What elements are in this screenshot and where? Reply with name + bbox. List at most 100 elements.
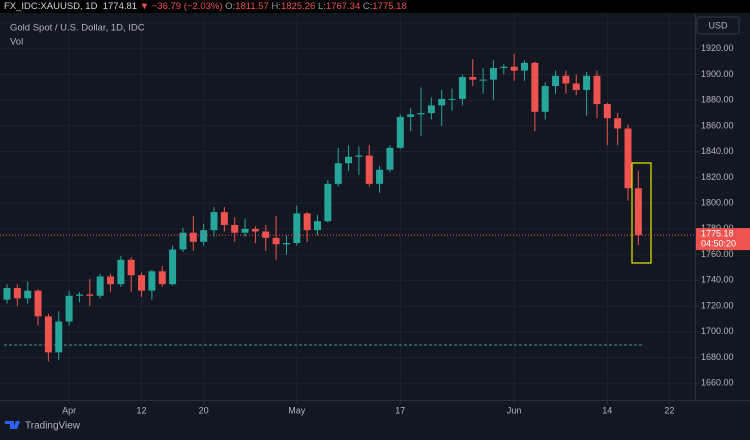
candle-body — [324, 183, 332, 222]
y-tick-label: 1840.00 — [701, 146, 734, 156]
logo-mark[interactable] — [5, 421, 20, 429]
last-price-label: 1775.18 — [701, 228, 734, 238]
candle-body — [417, 113, 425, 115]
candle-body — [386, 147, 394, 170]
candle-body — [314, 221, 321, 231]
candle-body — [469, 77, 477, 80]
candle-body — [44, 316, 52, 353]
logo-text[interactable]: TradingView — [25, 421, 81, 432]
x-tick-label: 20 — [199, 405, 209, 415]
currency-label[interactable]: USD — [708, 20, 728, 30]
y-tick-label: 1720.00 — [701, 300, 734, 310]
candle-body — [552, 75, 560, 87]
candle-body — [200, 230, 208, 242]
candle-body — [407, 114, 415, 117]
currency-button[interactable] — [696, 16, 740, 35]
candle-body — [86, 294, 94, 296]
x-tick-label: 14 — [602, 405, 612, 415]
candle-body — [500, 66, 508, 69]
candle-body — [24, 290, 32, 299]
symbol: FX_IDC:XAUUSD, 1D — [4, 1, 98, 12]
candle-body — [107, 276, 114, 285]
candle-body — [572, 83, 580, 90]
x-tick-label: Apr — [62, 405, 76, 415]
countdown-label: 04:50:20 — [701, 238, 736, 248]
y-tick-label: 1800.00 — [701, 198, 734, 208]
candle-body — [365, 155, 373, 184]
candle-body — [231, 225, 239, 233]
y-tick-label: 1660.00 — [701, 378, 734, 388]
x-tick-label: 17 — [395, 405, 405, 415]
candle-body — [634, 188, 642, 236]
close-value: 1775.18 — [372, 1, 407, 12]
candle-body — [355, 155, 363, 157]
y-tick-label: 1700.00 — [701, 326, 734, 336]
high-label: H: — [271, 1, 281, 12]
y-tick-label: 1920.00 — [701, 43, 734, 53]
candle-body — [593, 75, 601, 105]
x-tick-label: May — [288, 405, 306, 415]
candle-body — [251, 228, 259, 232]
candle-body — [96, 276, 104, 296]
candle-body — [55, 321, 63, 353]
y-tick-label: 1860.00 — [701, 120, 734, 130]
close-label: C: — [362, 1, 373, 12]
candle-body — [117, 259, 125, 285]
open-value: 1811.57 — [235, 1, 269, 12]
candle-body — [531, 62, 539, 112]
candle-body — [293, 213, 301, 244]
candle-body — [127, 259, 135, 276]
candle-body — [158, 271, 166, 285]
candle-body — [583, 75, 591, 90]
candle-body — [603, 104, 611, 119]
y-tick-label: 1760.00 — [701, 249, 734, 259]
high-value: 1825.26 — [280, 1, 316, 12]
candle-body — [448, 98, 456, 100]
candle-body — [272, 237, 280, 245]
candle-body — [521, 62, 528, 71]
volume-label: Vol — [10, 37, 23, 48]
candle-body — [148, 271, 156, 291]
x-tick-label: Jun — [507, 405, 522, 415]
legend-bar: FX_IDC:XAUUSD, 1D 1774.81 ▼ −36.79 (−2.0… — [0, 0, 750, 13]
grid — [0, 14, 695, 400]
candle-body — [189, 232, 197, 242]
candle-body — [220, 212, 228, 226]
change-arrow: ▼ — [139, 1, 150, 12]
candle-body — [169, 249, 177, 285]
candles — [0, 53, 695, 362]
change: −36.79 (−2.03%) — [151, 1, 223, 12]
y-tick-label: 1740.00 — [701, 275, 734, 285]
candle-body — [75, 294, 83, 296]
candle-body — [241, 228, 249, 233]
candle-body — [210, 212, 218, 231]
x-tick-label: 12 — [137, 405, 147, 415]
candle-body — [345, 156, 353, 164]
candle-body — [489, 68, 497, 80]
y-tick-label: 1900.00 — [701, 69, 734, 79]
y-tick-label: 1820.00 — [701, 172, 734, 182]
candle-body — [138, 275, 146, 291]
candle-body — [262, 231, 270, 238]
candle-body — [510, 66, 518, 71]
instrument-name: Gold Spot / U.S. Dollar, 1D, IDC — [10, 23, 145, 34]
candle-body — [282, 243, 290, 245]
candle-body — [334, 163, 342, 184]
last-price: 1774.81 — [102, 1, 138, 12]
y-tick-label: 1880.00 — [701, 95, 734, 105]
tradingview-logo[interactable]: TradingView — [5, 421, 81, 432]
candle-body — [13, 288, 21, 299]
y-tick-label: 1680.00 — [701, 352, 734, 362]
low-value: 1767.34 — [325, 1, 361, 12]
highlight-box — [631, 162, 652, 264]
candle-body — [614, 118, 622, 129]
candle-body — [541, 86, 549, 112]
open-label: O: — [225, 1, 236, 12]
candle-body — [438, 98, 446, 106]
candle-body — [34, 290, 42, 317]
candle-body — [376, 169, 384, 184]
candle-body — [479, 79, 487, 81]
